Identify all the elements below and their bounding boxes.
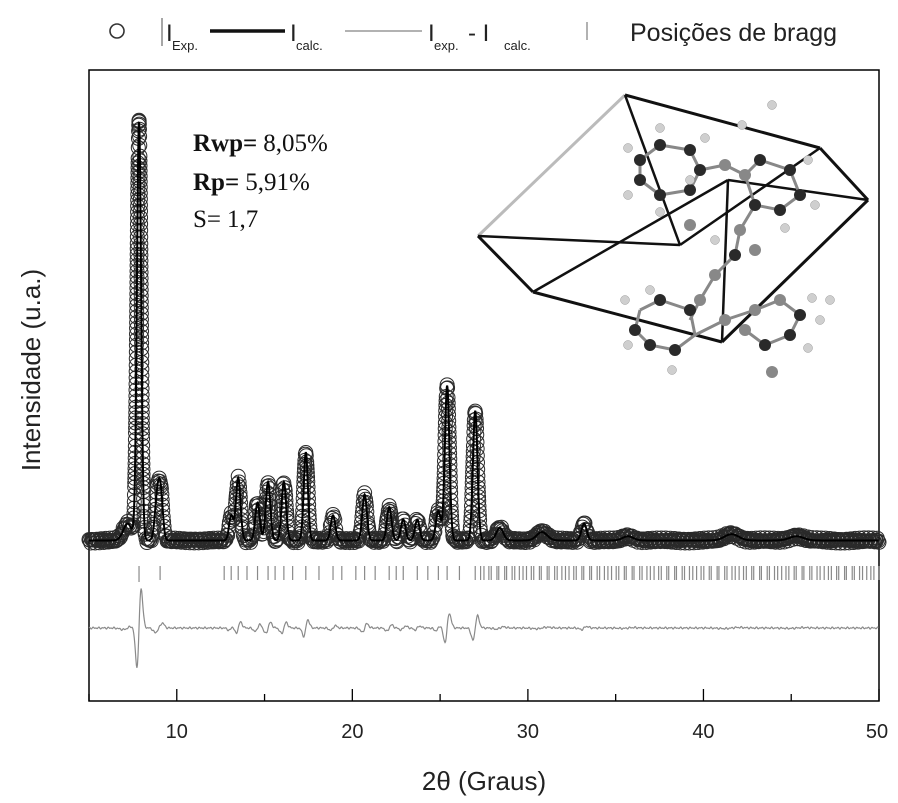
exp-point xyxy=(433,510,449,526)
exp-point xyxy=(143,533,159,549)
x-tick-label: 50 xyxy=(866,721,888,743)
svg-text:Rwp=8,05%: Rwp= 8,05% xyxy=(193,130,328,157)
rp-label: Rp= xyxy=(193,169,239,196)
exp-point xyxy=(871,534,887,550)
legend: I Exp. I calc. I exp. - I calc. Posições… xyxy=(109,18,837,53)
legend-exp-main: I xyxy=(166,20,173,47)
s-value: 1,7 xyxy=(227,206,258,233)
exp-point xyxy=(424,531,440,547)
rwp-label: Rwp= xyxy=(193,130,257,157)
legend-diff-minus: - I xyxy=(468,20,489,47)
exp-point xyxy=(425,529,441,545)
legend-calc-main: I xyxy=(290,20,297,47)
x-tick-label: 10 xyxy=(166,721,188,743)
plot-frame xyxy=(88,69,880,702)
legend-calc-sub: calc. xyxy=(296,38,323,53)
legend-diff-main: I xyxy=(428,20,435,47)
s-label: S= xyxy=(193,206,221,233)
calculated-line xyxy=(89,121,879,542)
svg-text:Rp=5,91%: Rp= 5,91% xyxy=(193,169,310,196)
crystal-structure-inset xyxy=(476,93,870,378)
exp-point xyxy=(410,513,426,529)
legend-exp-marker xyxy=(109,23,125,39)
x-axis: 2θ (Graus) 10 20 30 40 50 xyxy=(88,689,888,796)
exp-point xyxy=(404,530,420,546)
legend-exp-sub: Exp. xyxy=(172,38,198,53)
x-tick-label: 30 xyxy=(517,721,539,743)
bragg-positions xyxy=(138,566,880,582)
exp-point xyxy=(452,533,468,549)
legend-diff-sub: exp. xyxy=(434,38,459,53)
x-axis-title: 2θ (Graus) xyxy=(422,766,546,796)
exp-point xyxy=(242,532,258,548)
y-axis-title: Intensidade (u.a.) xyxy=(16,269,46,471)
exp-point xyxy=(432,510,448,526)
exp-point xyxy=(426,525,442,541)
exp-point xyxy=(276,475,292,491)
legend-diff-sub2: calc. xyxy=(504,38,531,53)
legend-bragg-label: Posições de bragg xyxy=(630,19,837,47)
rwp-value: 8,05% xyxy=(263,130,328,157)
x-tick-label: 40 xyxy=(692,721,714,743)
rp-value: 5,91% xyxy=(245,169,310,196)
exp-point xyxy=(292,531,308,546)
svg-text:S=1,7: S= 1,7 xyxy=(193,206,258,233)
fit-statistics: Rwp= 8,05% Rp= 5,91% S= 1,7 xyxy=(193,130,328,233)
x-tick-label: 20 xyxy=(341,721,363,743)
exp-point xyxy=(366,534,382,550)
difference-line xyxy=(88,588,879,668)
